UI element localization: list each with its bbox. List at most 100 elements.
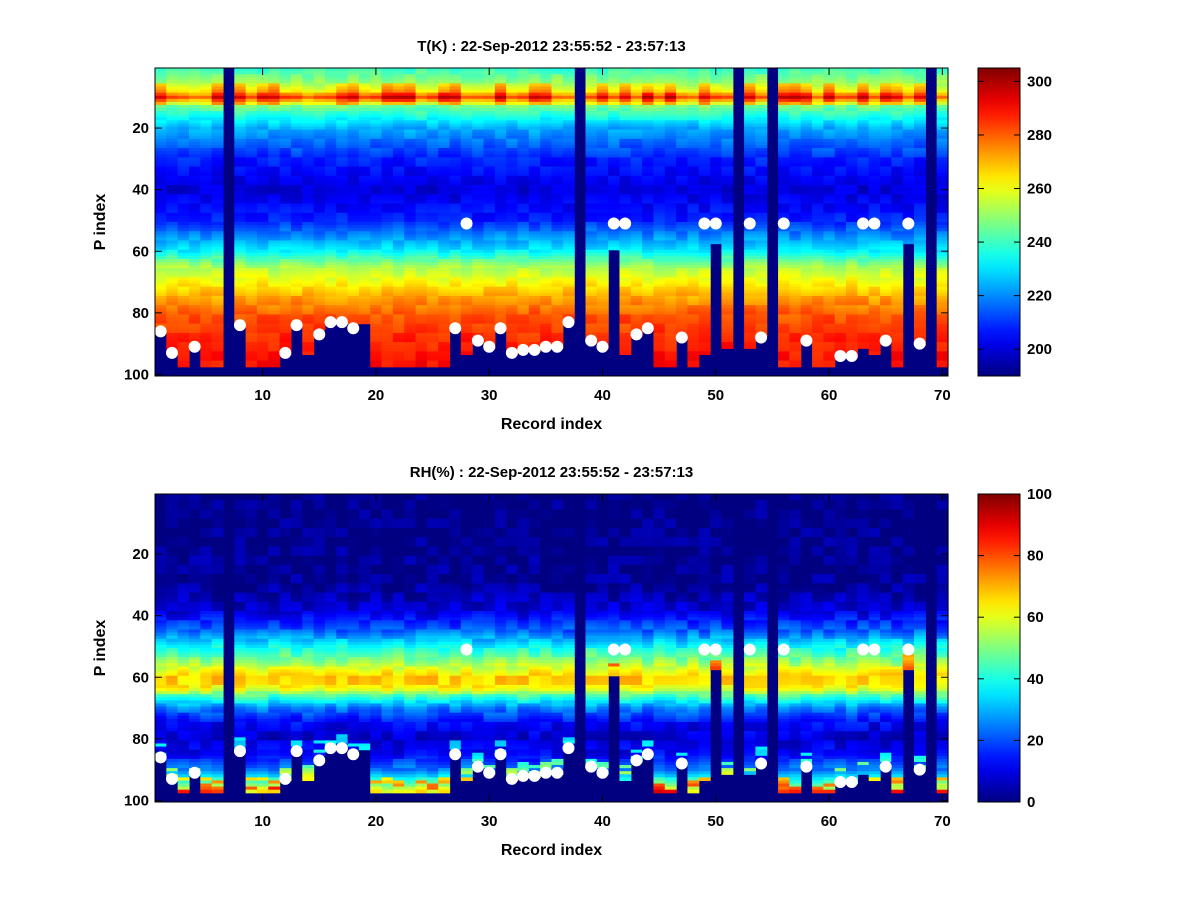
heatmap-cell bbox=[630, 108, 643, 112]
heatmap-cell bbox=[358, 200, 371, 205]
heatmap-cell bbox=[517, 332, 530, 337]
heatmap-cell bbox=[562, 138, 575, 143]
heatmap-cell bbox=[551, 154, 564, 158]
heatmap-cell bbox=[392, 280, 405, 285]
heatmap-cell bbox=[540, 317, 553, 322]
heatmap-cell bbox=[585, 200, 598, 205]
heatmap-cell bbox=[358, 222, 371, 226]
heatmap-cell bbox=[528, 104, 541, 109]
heatmap-cell bbox=[653, 157, 666, 161]
heatmap-cell bbox=[324, 89, 337, 94]
heatmap-cell bbox=[585, 277, 598, 282]
heatmap-cell bbox=[551, 271, 564, 275]
heatmap-cell bbox=[256, 268, 269, 272]
heatmap-cell bbox=[528, 237, 541, 242]
heatmap-cell bbox=[381, 228, 394, 232]
heatmap-cell bbox=[585, 326, 598, 331]
heatmap-cell bbox=[528, 311, 541, 315]
heatmap-cell bbox=[755, 101, 768, 106]
heatmap-cell bbox=[404, 197, 417, 202]
heatmap-cell bbox=[755, 289, 768, 294]
heatmap-cell bbox=[324, 74, 337, 78]
heatmap-cell bbox=[755, 129, 768, 134]
heatmap-cell bbox=[585, 252, 598, 257]
heatmap-cell bbox=[245, 255, 258, 260]
heatmap-cell bbox=[517, 95, 530, 100]
heatmap-cell bbox=[619, 268, 632, 272]
heatmap-cell bbox=[415, 203, 428, 208]
heatmap-cell bbox=[551, 332, 564, 337]
heatmap-cell bbox=[664, 255, 677, 260]
heatmap-cell bbox=[494, 228, 507, 232]
heatmap-cell bbox=[472, 178, 485, 183]
heatmap-cell bbox=[155, 212, 167, 217]
heatmap-cell bbox=[506, 280, 519, 285]
heatmap-cell bbox=[392, 295, 405, 300]
heatmap-cell bbox=[653, 274, 666, 279]
heatmap-cell bbox=[483, 163, 496, 168]
heatmap-cell bbox=[483, 175, 496, 180]
heatmap-cell bbox=[279, 326, 292, 331]
heatmap-cell bbox=[778, 231, 790, 235]
heatmap-cell bbox=[676, 111, 689, 115]
heatmap-cell bbox=[540, 197, 553, 202]
heatmap-cell bbox=[619, 89, 632, 94]
heatmap-cell bbox=[698, 243, 711, 248]
heatmap-cell bbox=[664, 215, 677, 220]
heatmap-cell bbox=[608, 185, 621, 189]
heatmap-cell bbox=[619, 311, 632, 315]
heatmap-cell bbox=[778, 357, 790, 362]
heatmap-cell bbox=[551, 71, 564, 75]
heatmap-cell bbox=[562, 114, 575, 118]
heatmap-cell bbox=[245, 181, 258, 186]
heatmap-cell bbox=[472, 249, 485, 254]
heatmap-cell bbox=[200, 74, 213, 78]
heatmap-cell bbox=[472, 234, 485, 238]
heatmap-cell bbox=[302, 200, 315, 205]
heatmap-cell bbox=[585, 129, 598, 134]
heatmap-cell bbox=[392, 299, 405, 303]
heatmap-cell bbox=[664, 95, 677, 100]
heatmap-cell bbox=[234, 246, 247, 251]
heatmap-cell bbox=[698, 283, 711, 288]
heatmap-cell bbox=[721, 138, 734, 143]
heatmap-cell bbox=[744, 289, 757, 294]
heatmap-cell bbox=[188, 305, 201, 309]
heatmap-cell bbox=[551, 280, 564, 285]
heatmap-cell bbox=[540, 215, 553, 220]
heatmap-cell bbox=[687, 357, 700, 362]
heatmap-cell bbox=[562, 185, 575, 189]
heatmap-cell bbox=[426, 363, 439, 368]
heatmap-cell bbox=[449, 295, 462, 300]
heatmap-cell bbox=[234, 228, 247, 232]
heatmap-cell bbox=[268, 92, 281, 97]
heatmap-cell bbox=[302, 283, 315, 288]
heatmap-cell bbox=[392, 111, 405, 115]
heatmap-cell bbox=[619, 308, 632, 312]
heatmap-cell bbox=[483, 274, 496, 279]
heatmap-cell bbox=[268, 225, 281, 229]
heatmap-cell bbox=[778, 114, 790, 118]
heatmap-cell bbox=[472, 289, 485, 294]
heatmap-cell bbox=[449, 175, 462, 180]
heatmap-cell bbox=[698, 240, 711, 245]
heatmap-cell bbox=[472, 166, 485, 171]
heatmap-cell bbox=[211, 354, 224, 359]
heatmap-cell bbox=[778, 320, 790, 325]
heatmap-cell bbox=[438, 286, 451, 291]
heatmap-cell bbox=[778, 348, 790, 352]
heatmap-cell bbox=[256, 212, 269, 217]
heatmap-cell bbox=[698, 351, 711, 356]
heatmap-cell bbox=[290, 240, 303, 245]
heatmap-cell bbox=[721, 160, 734, 165]
heatmap-cell bbox=[608, 166, 621, 171]
heatmap-cell bbox=[426, 80, 439, 84]
heatmap-cell bbox=[687, 351, 700, 356]
heatmap-cell bbox=[404, 132, 417, 137]
heatmap-cell bbox=[483, 249, 496, 254]
heatmap-cell bbox=[619, 237, 632, 242]
heatmap-cell bbox=[313, 101, 326, 106]
heatmap-cell bbox=[619, 305, 632, 309]
heatmap-cell bbox=[358, 92, 371, 97]
heatmap-cell bbox=[472, 255, 485, 260]
